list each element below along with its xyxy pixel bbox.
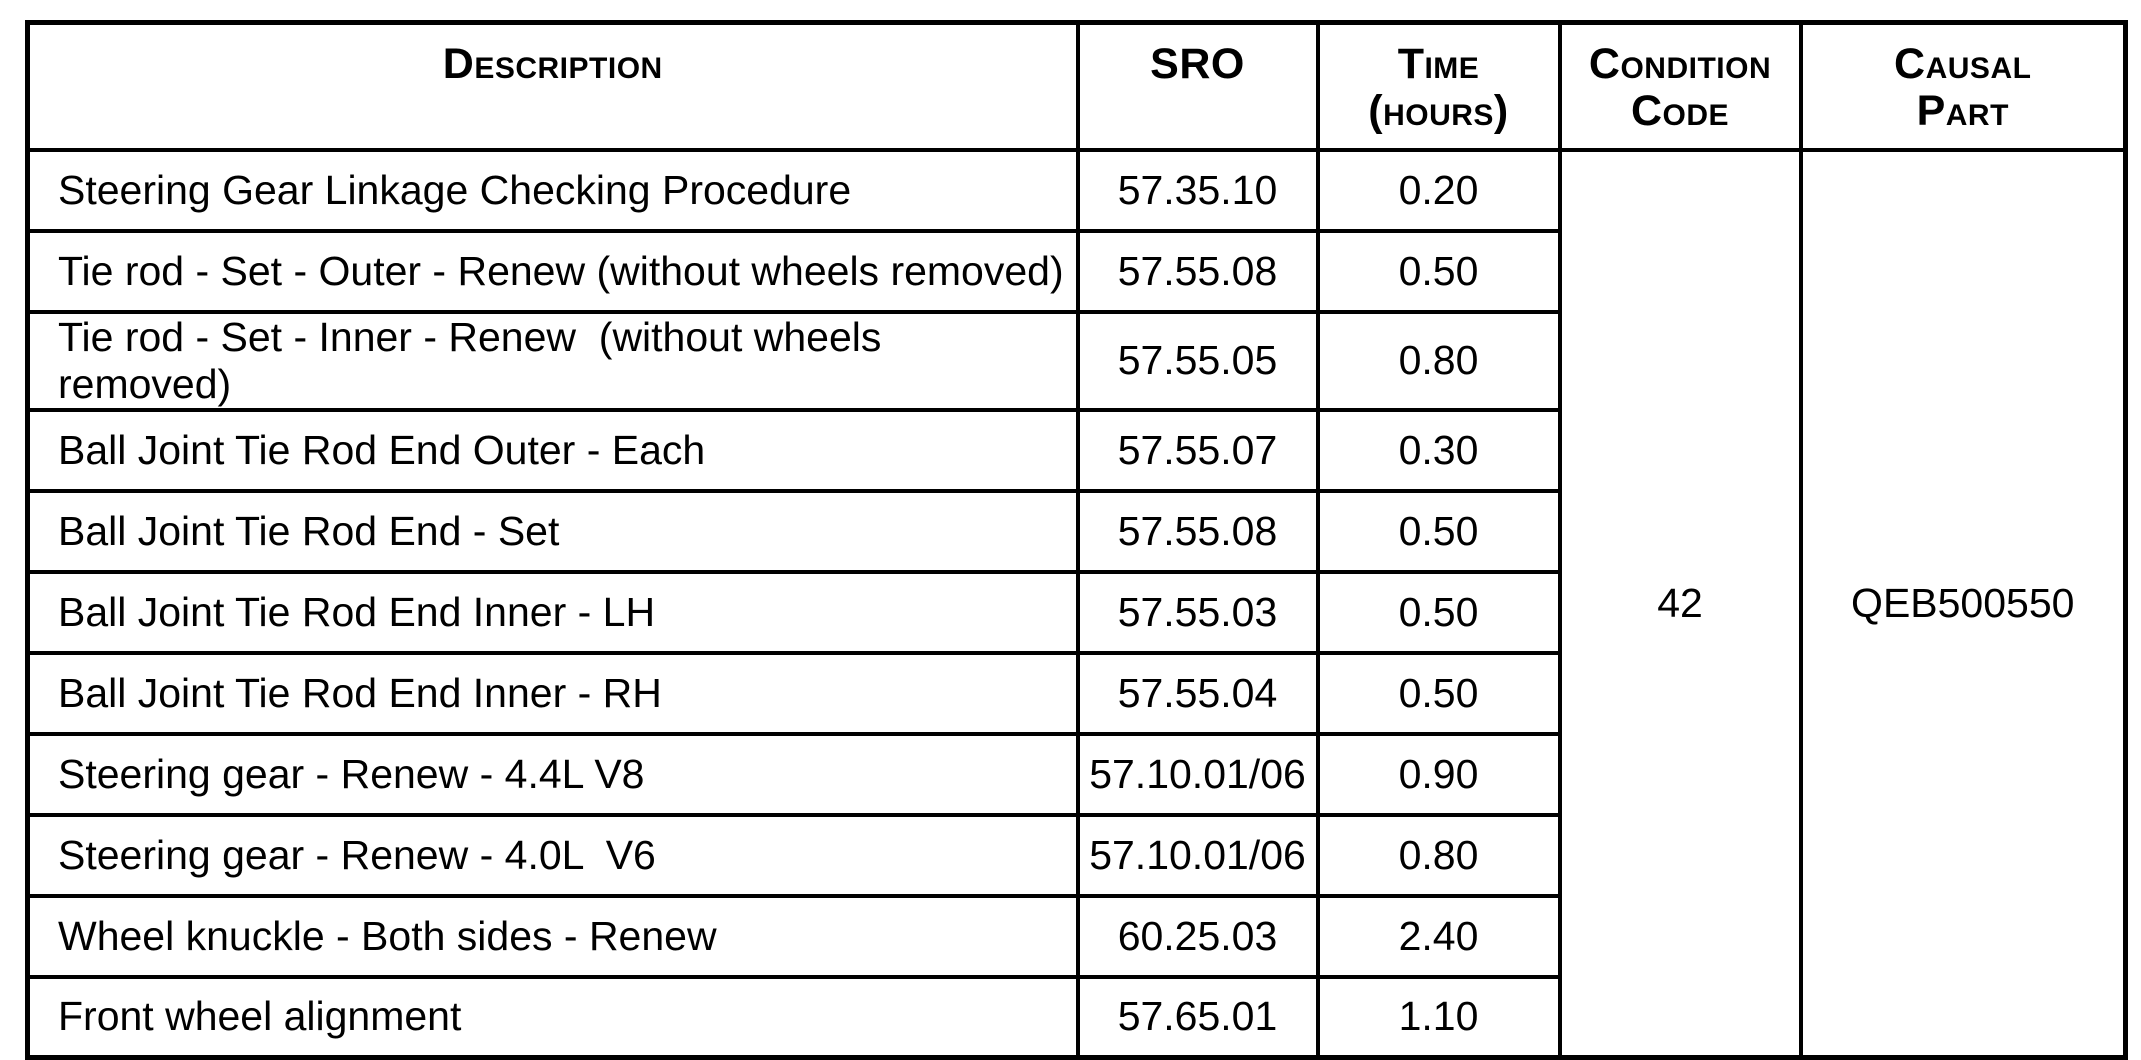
- time-cell: 0.20: [1315, 147, 1562, 233]
- table-row: Steering gear - Renew - 4.4L V8 57.10.01…: [25, 731, 2126, 817]
- header-row: Description SRO Time (hours) Condition C…: [25, 20, 2128, 152]
- table-row: Tie rod - Set - Inner - Renew (without w…: [25, 309, 2126, 412]
- header-causal-label-line1: Causal: [1894, 40, 2032, 88]
- time-cell: 2.40: [1315, 893, 1562, 979]
- header-time: Time (hours): [1315, 20, 1562, 152]
- header-time-label-line1: Time: [1397, 40, 1480, 88]
- description-cell: Ball Joint Tie Rod End Inner - LH: [25, 569, 1080, 655]
- description-cell: Tie rod - Set - Inner - Renew (without w…: [25, 309, 1080, 412]
- time-cell: 0.80: [1315, 309, 1562, 412]
- header-description-label: Description: [442, 40, 663, 88]
- header-time-label-line2: (hours): [1368, 87, 1509, 135]
- table-row: Wheel knuckle - Both sides - Renew 60.25…: [25, 893, 2126, 979]
- description-cell: Steering Gear Linkage Checking Procedure: [25, 147, 1080, 233]
- header-causal-label-line2: Part: [1916, 87, 2009, 135]
- sro-cell: 57.65.01: [1075, 974, 1320, 1060]
- table-row: Tie rod - Set - Outer - Renew (without w…: [25, 228, 2126, 314]
- table-row: Steering gear - Renew - 4.0L V6 57.10.01…: [25, 812, 2126, 898]
- sro-cell: 57.55.04: [1075, 650, 1320, 736]
- description-cell: Ball Joint Tie Rod End Outer - Each: [25, 407, 1080, 493]
- time-cell: 0.50: [1315, 650, 1562, 736]
- sro-cell: 57.10.01/06: [1075, 812, 1320, 898]
- table-row: Ball Joint Tie Rod End Outer - Each 57.5…: [25, 407, 2126, 493]
- sro-cell: 57.55.07: [1075, 407, 1320, 493]
- causal-part-cell: QEB500550: [1798, 147, 2128, 1060]
- labor-times-table: Description SRO Time (hours) Condition C…: [25, 20, 2128, 1060]
- header-condition-label-line1: Condition: [1588, 40, 1772, 88]
- time-cell: 0.50: [1315, 228, 1562, 314]
- description-cell: Ball Joint Tie Rod End Inner - RH: [25, 650, 1080, 736]
- header-condition-code: Condition Code: [1557, 20, 1803, 152]
- table-row: Steering Gear Linkage Checking Procedure…: [25, 147, 2128, 1060]
- sro-cell: 57.55.08: [1075, 488, 1320, 574]
- description-cell: Steering gear - Renew - 4.4L V8: [25, 731, 1080, 817]
- header-causal-part: Causal Part: [1798, 20, 2128, 152]
- description-cell: Front wheel alignment: [25, 974, 1080, 1060]
- sro-cell: 57.55.08: [1075, 228, 1320, 314]
- header-sro-label: SRO: [1150, 40, 1245, 88]
- description-cell: Steering gear - Renew - 4.0L V6: [25, 812, 1080, 898]
- sro-cell: 57.35.10: [1075, 147, 1320, 233]
- time-cell: 1.10: [1315, 974, 1562, 1060]
- header-condition-label-line2: Code: [1630, 87, 1730, 135]
- sro-cell: 57.55.05: [1075, 309, 1320, 412]
- header-description: Description: [25, 20, 1080, 152]
- time-cell: 0.30: [1315, 407, 1562, 493]
- header-sro: SRO: [1075, 20, 1320, 152]
- condition-code-cell: 42: [1557, 147, 1803, 1060]
- time-cell: 0.80: [1315, 812, 1562, 898]
- time-cell: 0.50: [1315, 569, 1562, 655]
- description-cell: Wheel knuckle - Both sides - Renew: [25, 893, 1080, 979]
- sro-cell: 60.25.03: [1075, 893, 1320, 979]
- time-cell: 0.90: [1315, 731, 1562, 817]
- description-cell: Ball Joint Tie Rod End - Set: [25, 488, 1080, 574]
- sro-cell: 57.55.03: [1075, 569, 1320, 655]
- time-cell: 0.50: [1315, 488, 1562, 574]
- sro-cell: 57.10.01/06: [1075, 731, 1320, 817]
- table-row: Ball Joint Tie Rod End - Set 57.55.08 0.…: [25, 488, 2126, 574]
- table-row: Ball Joint Tie Rod End Inner - LH 57.55.…: [25, 569, 2126, 655]
- table-row: Ball Joint Tie Rod End Inner - RH 57.55.…: [25, 650, 2126, 736]
- description-cell: Tie rod - Set - Outer - Renew (without w…: [25, 228, 1080, 314]
